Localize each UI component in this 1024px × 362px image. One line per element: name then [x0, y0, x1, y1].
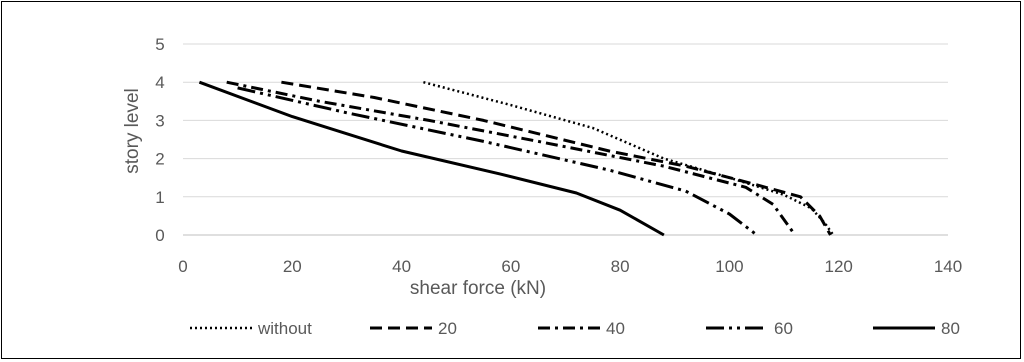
x-axis-title: shear force (kN)	[410, 278, 546, 299]
y-axis-title: story level	[122, 88, 143, 174]
y-tick-label: 3	[155, 111, 164, 130]
x-tick-labels: 0 20 40 60 80 100 120 140	[178, 257, 962, 276]
grid	[183, 43, 948, 236]
x-tick-label: 100	[715, 257, 743, 276]
y-tick-label: 5	[155, 35, 164, 54]
legend-label: 60	[774, 319, 793, 338]
y-tick-label: 4	[155, 73, 164, 92]
series-line-80	[198, 80, 665, 237]
y-tick-label: 0	[155, 226, 164, 245]
legend-label: 80	[941, 319, 960, 338]
series-line-60	[237, 86, 758, 237]
x-tick-label: 60	[501, 257, 520, 276]
y-tick-labels: 0 1 2 3 4 5	[155, 35, 164, 245]
series-line-20	[281, 80, 832, 236]
legend-label: without	[257, 319, 312, 338]
x-tick-label: 40	[392, 257, 411, 276]
legend: without 20 40 60 80	[190, 319, 960, 338]
y-tick-label: 1	[155, 188, 164, 207]
series-line-40	[226, 80, 797, 236]
legend-label: 20	[438, 319, 457, 338]
x-tick-label: 80	[611, 257, 630, 276]
x-tick-label: 0	[178, 257, 187, 276]
y-tick-label: 2	[155, 150, 164, 169]
x-tick-label: 140	[934, 257, 962, 276]
series-lines	[198, 80, 835, 237]
x-tick-label: 20	[283, 257, 302, 276]
legend-label: 40	[606, 319, 625, 338]
x-tick-label: 120	[825, 257, 853, 276]
